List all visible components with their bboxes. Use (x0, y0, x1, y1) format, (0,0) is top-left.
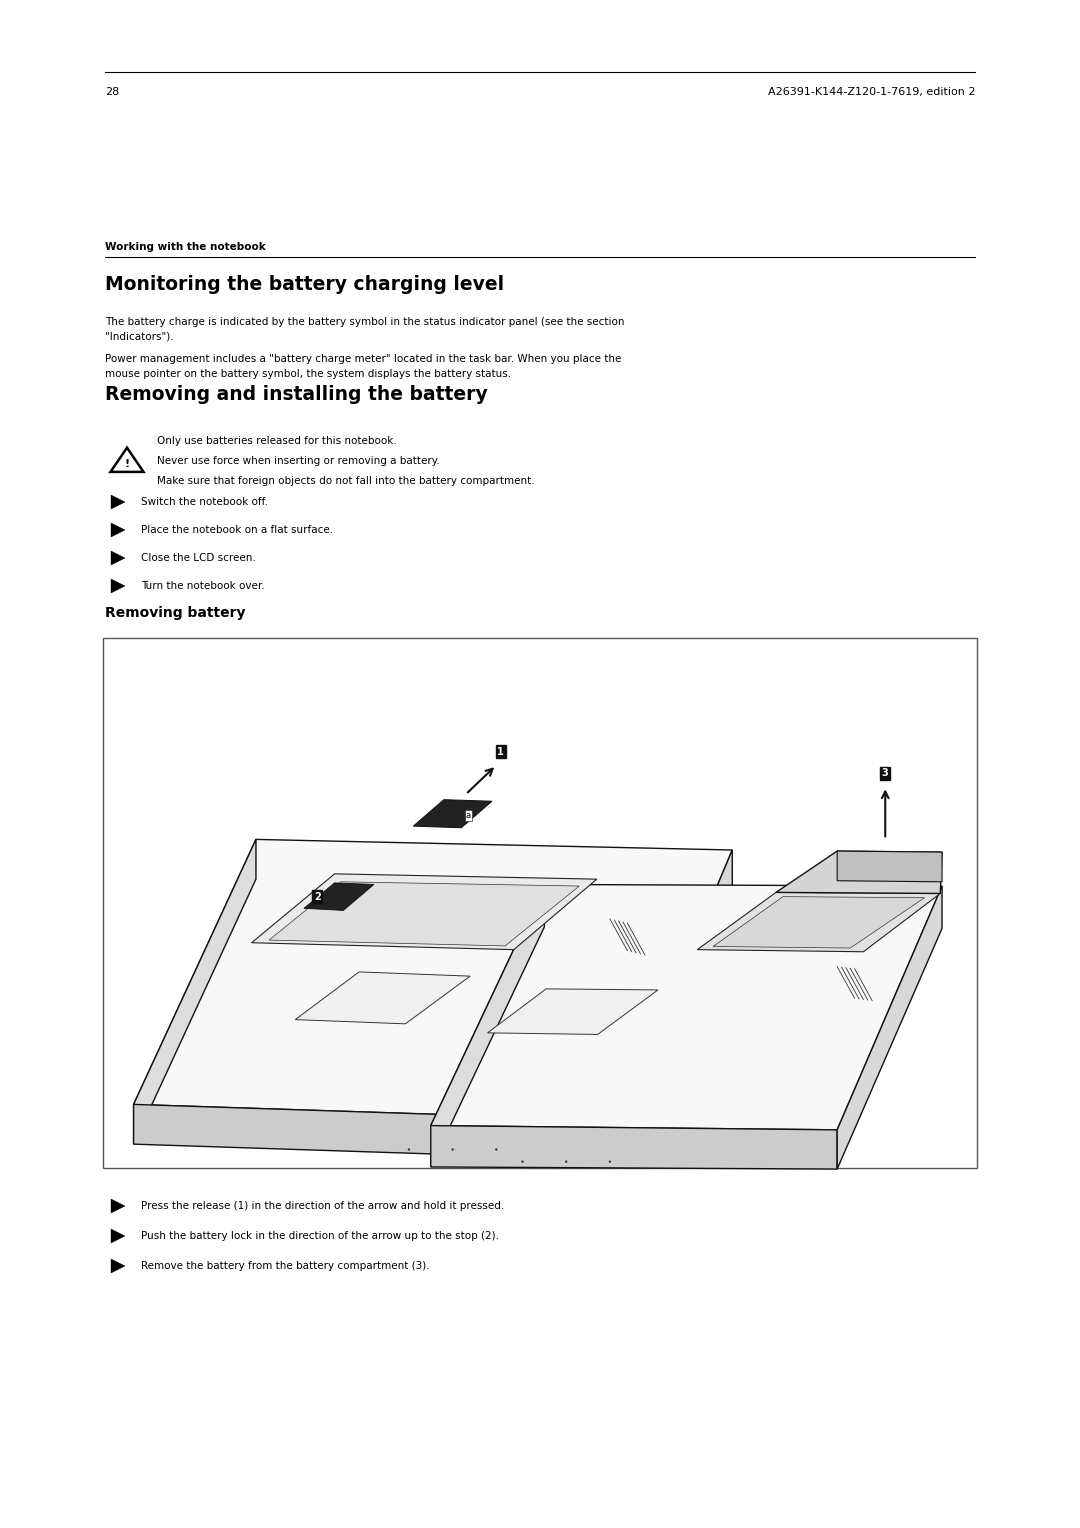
Text: 28: 28 (105, 87, 119, 96)
Text: 3: 3 (882, 769, 889, 778)
Text: Never use force when inserting or removing a battery.: Never use force when inserting or removi… (157, 455, 440, 466)
Circle shape (522, 1160, 524, 1163)
Text: a: a (465, 811, 471, 821)
Polygon shape (111, 1259, 125, 1273)
Text: Power management includes a "battery charge meter" located in the task bar. When: Power management includes a "battery cha… (105, 354, 621, 379)
Polygon shape (698, 892, 941, 952)
Polygon shape (837, 851, 942, 882)
Text: Removing battery: Removing battery (105, 607, 245, 620)
Polygon shape (111, 495, 125, 509)
Bar (103, 639, 977, 1167)
Polygon shape (431, 885, 544, 1167)
Polygon shape (775, 851, 942, 894)
Text: Close the LCD screen.: Close the LCD screen. (141, 553, 256, 562)
Polygon shape (305, 883, 374, 911)
Text: 1: 1 (497, 747, 504, 756)
Text: Make sure that foreign objects do not fall into the battery compartment.: Make sure that foreign objects do not fa… (157, 477, 535, 486)
Text: Remove the battery from the battery compartment (3).: Remove the battery from the battery comp… (141, 1261, 430, 1271)
Text: Press the release (1) in the direction of the arrow and hold it pressed.: Press the release (1) in the direction o… (141, 1201, 504, 1212)
Text: !: ! (124, 458, 130, 469)
Circle shape (408, 1148, 410, 1151)
Polygon shape (431, 1126, 837, 1169)
Polygon shape (111, 1199, 125, 1213)
Polygon shape (269, 882, 579, 946)
Text: Place the notebook on a flat surface.: Place the notebook on a flat surface. (141, 526, 333, 535)
Text: Working with the notebook: Working with the notebook (105, 241, 266, 252)
Polygon shape (252, 874, 597, 949)
Polygon shape (134, 839, 732, 1120)
Polygon shape (111, 579, 125, 593)
Text: A26391-K144-Z120-1-7619, edition 2: A26391-K144-Z120-1-7619, edition 2 (768, 87, 975, 96)
Polygon shape (619, 850, 732, 1160)
Polygon shape (837, 886, 942, 1169)
Circle shape (609, 1160, 611, 1163)
Polygon shape (487, 989, 658, 1034)
Polygon shape (414, 799, 491, 828)
Text: Push the battery lock in the direction of the arrow up to the stop (2).: Push the battery lock in the direction o… (141, 1232, 499, 1241)
Polygon shape (134, 839, 256, 1144)
Text: Switch the notebook off.: Switch the notebook off. (141, 497, 268, 507)
Polygon shape (111, 552, 125, 565)
Circle shape (451, 1148, 454, 1151)
Circle shape (495, 1148, 498, 1151)
Text: 2: 2 (314, 892, 321, 902)
Text: Only use batteries released for this notebook.: Only use batteries released for this not… (157, 435, 396, 446)
Polygon shape (134, 1105, 619, 1160)
Polygon shape (295, 972, 470, 1024)
Text: Removing and installing the battery: Removing and installing the battery (105, 385, 488, 403)
Text: Monitoring the battery charging level: Monitoring the battery charging level (105, 275, 504, 293)
Text: Turn the notebook over.: Turn the notebook over. (141, 581, 265, 591)
Circle shape (565, 1160, 567, 1163)
Polygon shape (111, 1229, 125, 1242)
Text: The battery charge is indicated by the battery symbol in the status indicator pa: The battery charge is indicated by the b… (105, 316, 624, 342)
Polygon shape (111, 523, 125, 536)
Polygon shape (713, 897, 924, 947)
Polygon shape (431, 885, 942, 1129)
